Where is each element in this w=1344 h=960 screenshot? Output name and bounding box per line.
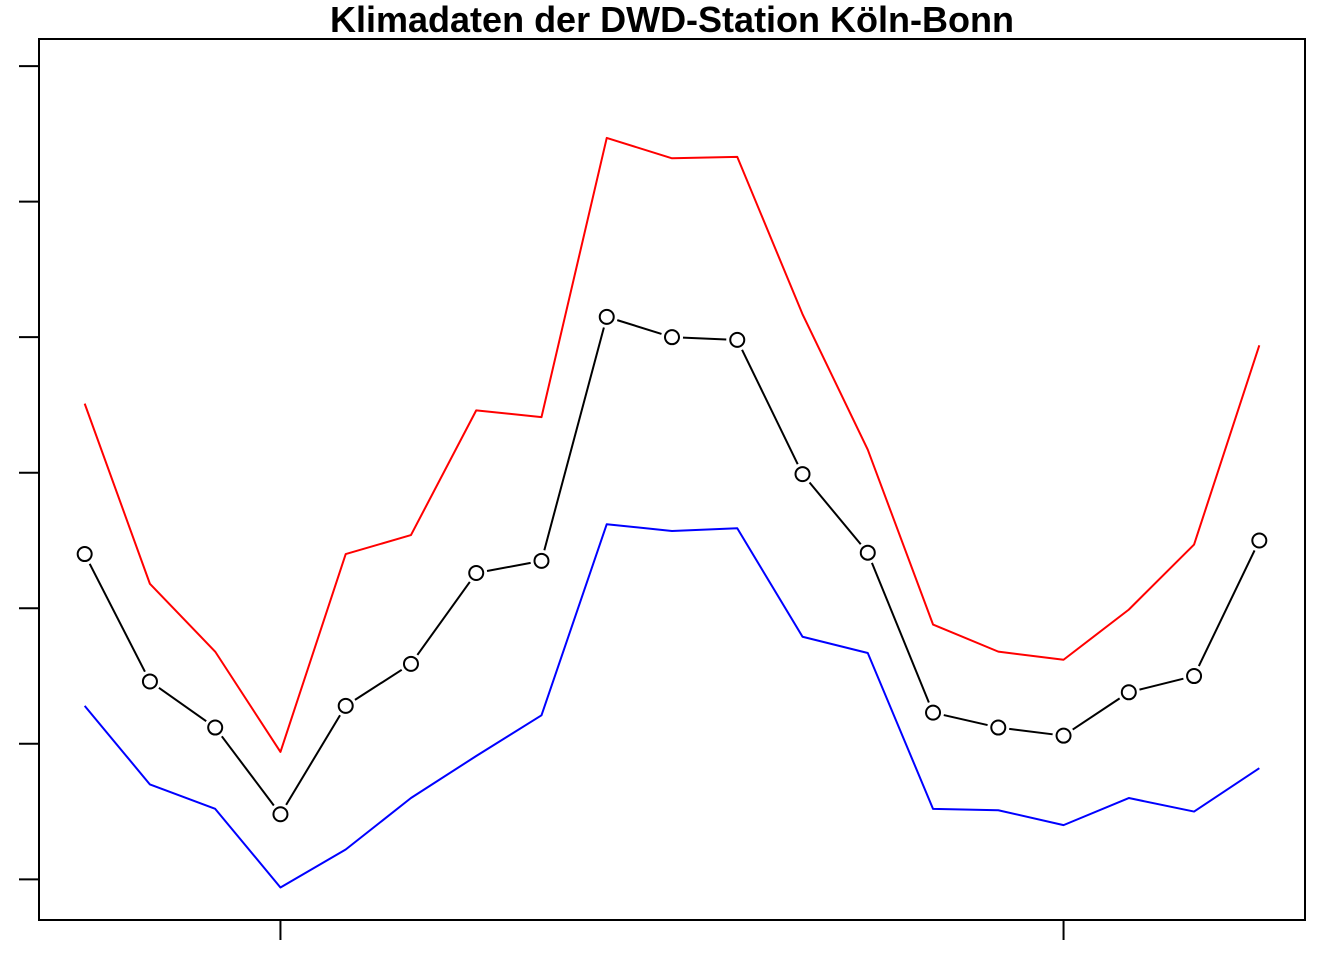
series-1-point-15 [1055,727,1072,744]
series-1-point-18 [1251,532,1268,549]
series-1-segment-11 [808,481,862,545]
series-layer [76,136,1268,889]
series-1-point-0 [76,546,93,563]
chart-title: Klimadaten der DWD-Station Köln-Bonn [330,0,1014,40]
series-1 [76,308,1268,823]
series-1-segment-5 [416,581,471,656]
series-1-segment-4 [354,668,403,701]
series-1-segment-17 [1197,549,1256,667]
x-axis-ticks [279,920,1065,940]
series-1-point-7 [533,552,550,569]
series-1-point-11 [794,466,811,483]
series-1-point-13 [925,704,942,721]
series-1-point-2 [207,719,224,736]
series-1-segment-10 [741,349,799,465]
series-1-segment-0 [88,563,146,673]
series-1-point-3 [272,806,289,823]
series-1-point-17 [1186,668,1203,685]
series-1-segment-16 [1139,677,1184,691]
series-2 [83,523,1260,889]
series-1-segment-1 [158,686,207,723]
series-1-segment-15 [1072,697,1121,731]
series-1-segment-6 [486,561,531,572]
series-1-segment-13 [943,714,988,727]
series-1-segment-9 [682,336,727,341]
series-1-point-5 [402,655,419,672]
series-1-point-16 [1120,684,1137,701]
series-1-point-9 [664,329,680,346]
series-1-segment-7 [543,327,605,551]
series-1-point-12 [859,544,876,561]
series-1-point-14 [990,719,1007,736]
series-1-point-4 [337,697,354,714]
series-1-point-1 [141,673,158,690]
series-1-segment-3 [285,714,341,806]
series-1-point-8 [598,308,615,325]
series-1-point-6 [468,565,485,582]
y-axis-ticks [19,65,39,881]
plot-frame [38,38,1306,921]
series-0-line [83,136,1261,753]
series-1-segment-8 [616,319,662,335]
series-1-segment-14 [1009,727,1053,736]
series-1-point-10 [729,331,746,348]
series-1-segment-12 [871,562,930,703]
series-2-line [83,523,1260,889]
series-0 [83,136,1261,753]
series-1-segment-2 [221,735,275,807]
